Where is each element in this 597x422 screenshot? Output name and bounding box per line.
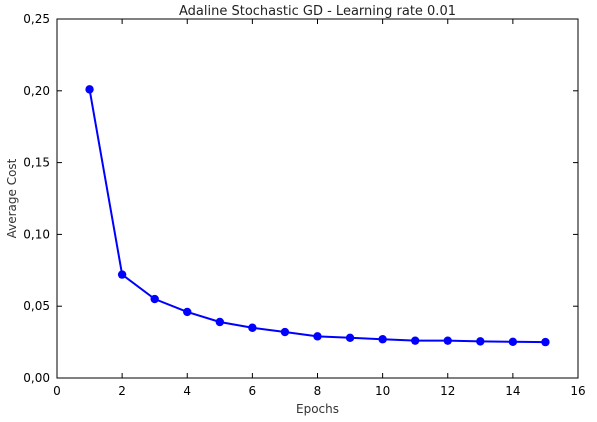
data-point	[443, 336, 452, 345]
x-tick-label: 2	[118, 384, 126, 398]
data-point	[345, 333, 355, 342]
x-tick-label: 6	[249, 384, 257, 398]
data-point	[248, 323, 257, 332]
data-point	[215, 317, 225, 327]
series-layer	[85, 85, 550, 347]
data-point	[117, 270, 127, 279]
x-axis-label: Epochs	[296, 402, 339, 416]
x-tick-label: 8	[314, 384, 322, 398]
y-tick-label: 0,05	[23, 299, 50, 313]
y-tick-label: 0,00	[23, 371, 50, 385]
data-point	[410, 336, 420, 345]
data-point	[150, 294, 159, 304]
data-point	[476, 337, 485, 346]
y-axis-label: Average Cost	[5, 158, 19, 238]
data-point	[378, 335, 387, 344]
data-point	[313, 332, 322, 341]
x-axis-ticks: 0 2 4 6 8 10 12 14 16	[53, 19, 586, 398]
y-tick-label: 0,15	[23, 156, 50, 170]
x-tick-label: 16	[570, 384, 585, 398]
y-axis-ticks: 0,00 0,05 0,10 0,15 0,20 0,25	[23, 12, 578, 385]
plot-frame	[56, 18, 579, 379]
x-tick-label: 14	[505, 384, 520, 398]
data-point	[541, 337, 550, 347]
x-tick-label: 10	[375, 384, 390, 398]
data-point	[85, 85, 94, 94]
x-tick-label: 0	[53, 384, 61, 398]
x-tick-label: 12	[440, 384, 455, 398]
data-point	[280, 327, 290, 337]
y-tick-label: 0,25	[23, 12, 50, 26]
y-tick-label: 0,20	[23, 84, 50, 98]
data-point	[183, 307, 192, 317]
series-line	[88, 89, 546, 344]
chart-title: Adaline Stochastic GD - Learning rate 0.…	[179, 4, 456, 19]
x-tick-label: 4	[183, 384, 191, 398]
data-point	[508, 337, 518, 347]
y-tick-label: 0,10	[23, 227, 50, 241]
